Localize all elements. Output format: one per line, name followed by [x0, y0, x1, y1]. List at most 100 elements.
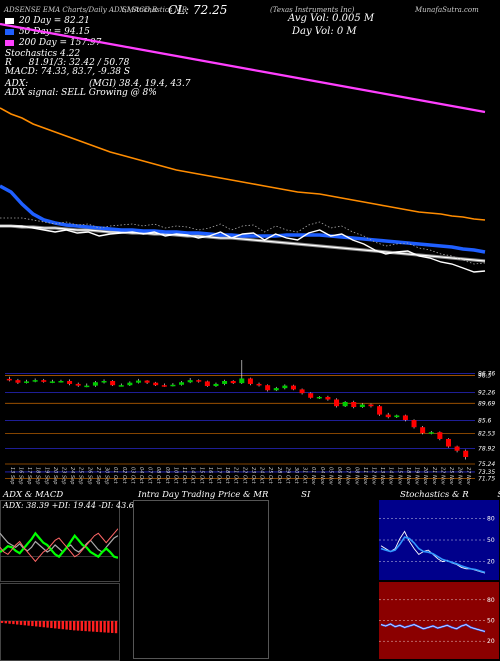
candle-body: [110, 381, 116, 386]
avg-volume-label: Avg Vol: 0.005 M: [288, 13, 374, 24]
x-tick-label: 13 Nov: [379, 467, 385, 486]
candle-body: [428, 432, 434, 434]
x-tick-label: 19 Sep: [43, 467, 49, 484]
signal-label: ADX signal: SELL Growing @ 8%: [5, 88, 157, 98]
x-tick-label: 23 Oct: [250, 467, 256, 485]
y-tick-label: 50: [487, 618, 495, 625]
macd-bar: [111, 621, 114, 633]
candle-body: [179, 382, 185, 385]
y-tick-label: 75.24: [478, 461, 495, 468]
x-tick-label: 11 Nov: [362, 467, 368, 486]
candle-body: [67, 381, 73, 384]
header-left: ADSENSE EMA Charts/Daily ADX,MACD,R: [4, 6, 157, 14]
y-tick-label: 92.26: [478, 390, 495, 397]
candle-body: [92, 382, 98, 386]
candle-body: [230, 381, 236, 384]
ema200-swatch-icon: [5, 39, 14, 46]
macd-bar: [38, 621, 42, 627]
x-tick-label: 07 Oct: [147, 467, 153, 485]
candle-body: [127, 382, 133, 386]
ema20-label: 20 Day = 82.21: [18, 16, 90, 26]
series-line-20-day: [0, 225, 486, 262]
y-tick-label: 80: [487, 515, 495, 522]
x-tick-label: 26 Sep: [86, 467, 92, 484]
series-line-signal: [380, 536, 486, 574]
macd-bar: [0, 621, 4, 623]
macd-bar: [31, 621, 34, 627]
candle-body: [265, 385, 271, 391]
candle-body: [153, 382, 159, 386]
r-values: 81.91/3: 32.42 / 50.78: [28, 58, 130, 68]
macd-bar: [107, 621, 110, 633]
candle-body: [377, 406, 383, 415]
y-tick-label: 20: [487, 559, 495, 566]
candle-body: [247, 378, 253, 384]
candle-body: [170, 384, 176, 387]
x-tick-label: 03 Oct: [129, 467, 135, 485]
macd-bar: [35, 621, 38, 627]
series-line-adx: [0, 532, 118, 553]
legend-ema50: 50 Day = 94.15: [5, 27, 90, 37]
adx-chart: [0, 528, 118, 563]
series-line-rsi: [380, 622, 486, 633]
candle-body: [32, 380, 38, 382]
macd-bar: [92, 621, 95, 632]
macd-bar: [8, 621, 11, 624]
x-tick-label: 17 Oct: [215, 467, 221, 485]
legend-macd: MACD: 74.33, 83.7, -9.38 S: [5, 67, 130, 77]
y-tick-label: 71.75: [478, 476, 495, 483]
x-tick-label: 21 Oct: [233, 467, 239, 485]
candle-body: [325, 396, 331, 400]
y-tick-label: 78.92: [478, 446, 495, 453]
x-tick-label: 21 Nov: [431, 467, 437, 486]
x-tick-label: 22 Nov: [439, 467, 445, 486]
y-tick-label: 89.69: [478, 400, 495, 407]
adx-subtitle-text: ADX: 38.39 +DI: 19.44 -DI: 43.66: [3, 501, 139, 510]
x-tick-label: 26 Nov: [457, 467, 463, 486]
macd-bar: [114, 621, 118, 634]
macd-bar: [80, 621, 83, 631]
r-label: R: [5, 58, 12, 68]
candle-body: [75, 383, 81, 386]
header-mid: SI,Stochastics MR: [122, 6, 187, 14]
x-tick-label: 05 Nov: [327, 467, 333, 486]
macd-bar: [84, 621, 87, 632]
x-tick-label: 04 Oct: [138, 467, 144, 485]
candle-body: [420, 427, 426, 434]
macd-bar: [12, 621, 15, 625]
macd-bar: [46, 621, 49, 628]
x-tick-label: 17 Sep: [26, 467, 32, 484]
candle-body: [135, 380, 141, 383]
candle-body: [316, 396, 322, 399]
x-tick-label: 25 Oct: [267, 467, 273, 485]
intraday-si-text: SI: [301, 490, 311, 500]
ema20-swatch-icon: [5, 17, 14, 24]
candle-body: [187, 380, 193, 383]
candle-body: [368, 404, 374, 407]
macd-bar: [19, 621, 23, 625]
site-text: MunafaSutra.com: [415, 6, 479, 14]
y-tick-label: 85.6: [478, 417, 492, 424]
candle-body: [445, 438, 451, 447]
macd-bar: [57, 621, 61, 629]
candle-body: [213, 383, 219, 387]
macd-label: MACD: 74.33, 83.7, -9.38 S: [5, 67, 131, 77]
candle-body: [101, 381, 107, 383]
ema-chart: [0, 22, 486, 273]
rsi-chart: 80 50 20: [379, 597, 495, 645]
legend-ema200: 200 Day = 157.97: [5, 38, 101, 48]
candle-body: [41, 380, 47, 382]
macd-bar: [61, 621, 64, 630]
close-price-text: CL: 72.25: [168, 3, 228, 17]
x-tick-label: 27 Sep: [95, 467, 101, 484]
x-tick-label: 20 Sep: [52, 467, 58, 484]
x-tick-label: 08 Oct: [155, 467, 161, 485]
y-tick-label: 20: [487, 638, 495, 645]
x-tick-label: 27 Nov: [465, 467, 471, 486]
x-tick-label: 13 Sep: [9, 467, 15, 484]
y-tick-label: 73.35: [478, 469, 495, 476]
candle-body: [334, 399, 340, 407]
candle-body: [58, 381, 64, 383]
x-tick-label: 20 Nov: [422, 467, 428, 486]
y-tick-label: 80: [487, 597, 495, 604]
